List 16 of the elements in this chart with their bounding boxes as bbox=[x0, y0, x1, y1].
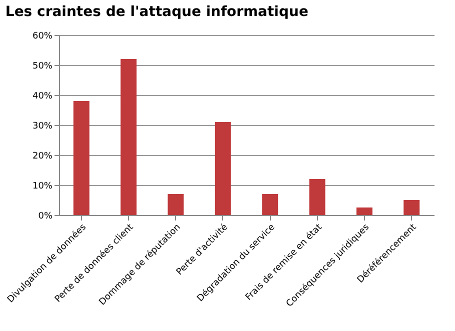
y-tick-label: 0% bbox=[38, 212, 53, 222]
y-tick-label: 60% bbox=[32, 32, 53, 42]
y-tick-label: 30% bbox=[32, 122, 53, 132]
bar bbox=[356, 208, 372, 215]
bar bbox=[404, 200, 420, 215]
y-tick-label: 50% bbox=[32, 62, 53, 72]
bar bbox=[262, 194, 278, 215]
y-tick-label: 10% bbox=[32, 182, 53, 192]
bar bbox=[309, 179, 326, 215]
bar bbox=[120, 59, 137, 215]
chart-title: Les craintes de l'attaque informatique bbox=[5, 4, 308, 20]
y-tick-label: 40% bbox=[32, 92, 53, 102]
bar bbox=[73, 101, 90, 215]
y-tick-label: 20% bbox=[32, 152, 53, 162]
bar bbox=[214, 122, 231, 215]
bar bbox=[168, 194, 184, 215]
